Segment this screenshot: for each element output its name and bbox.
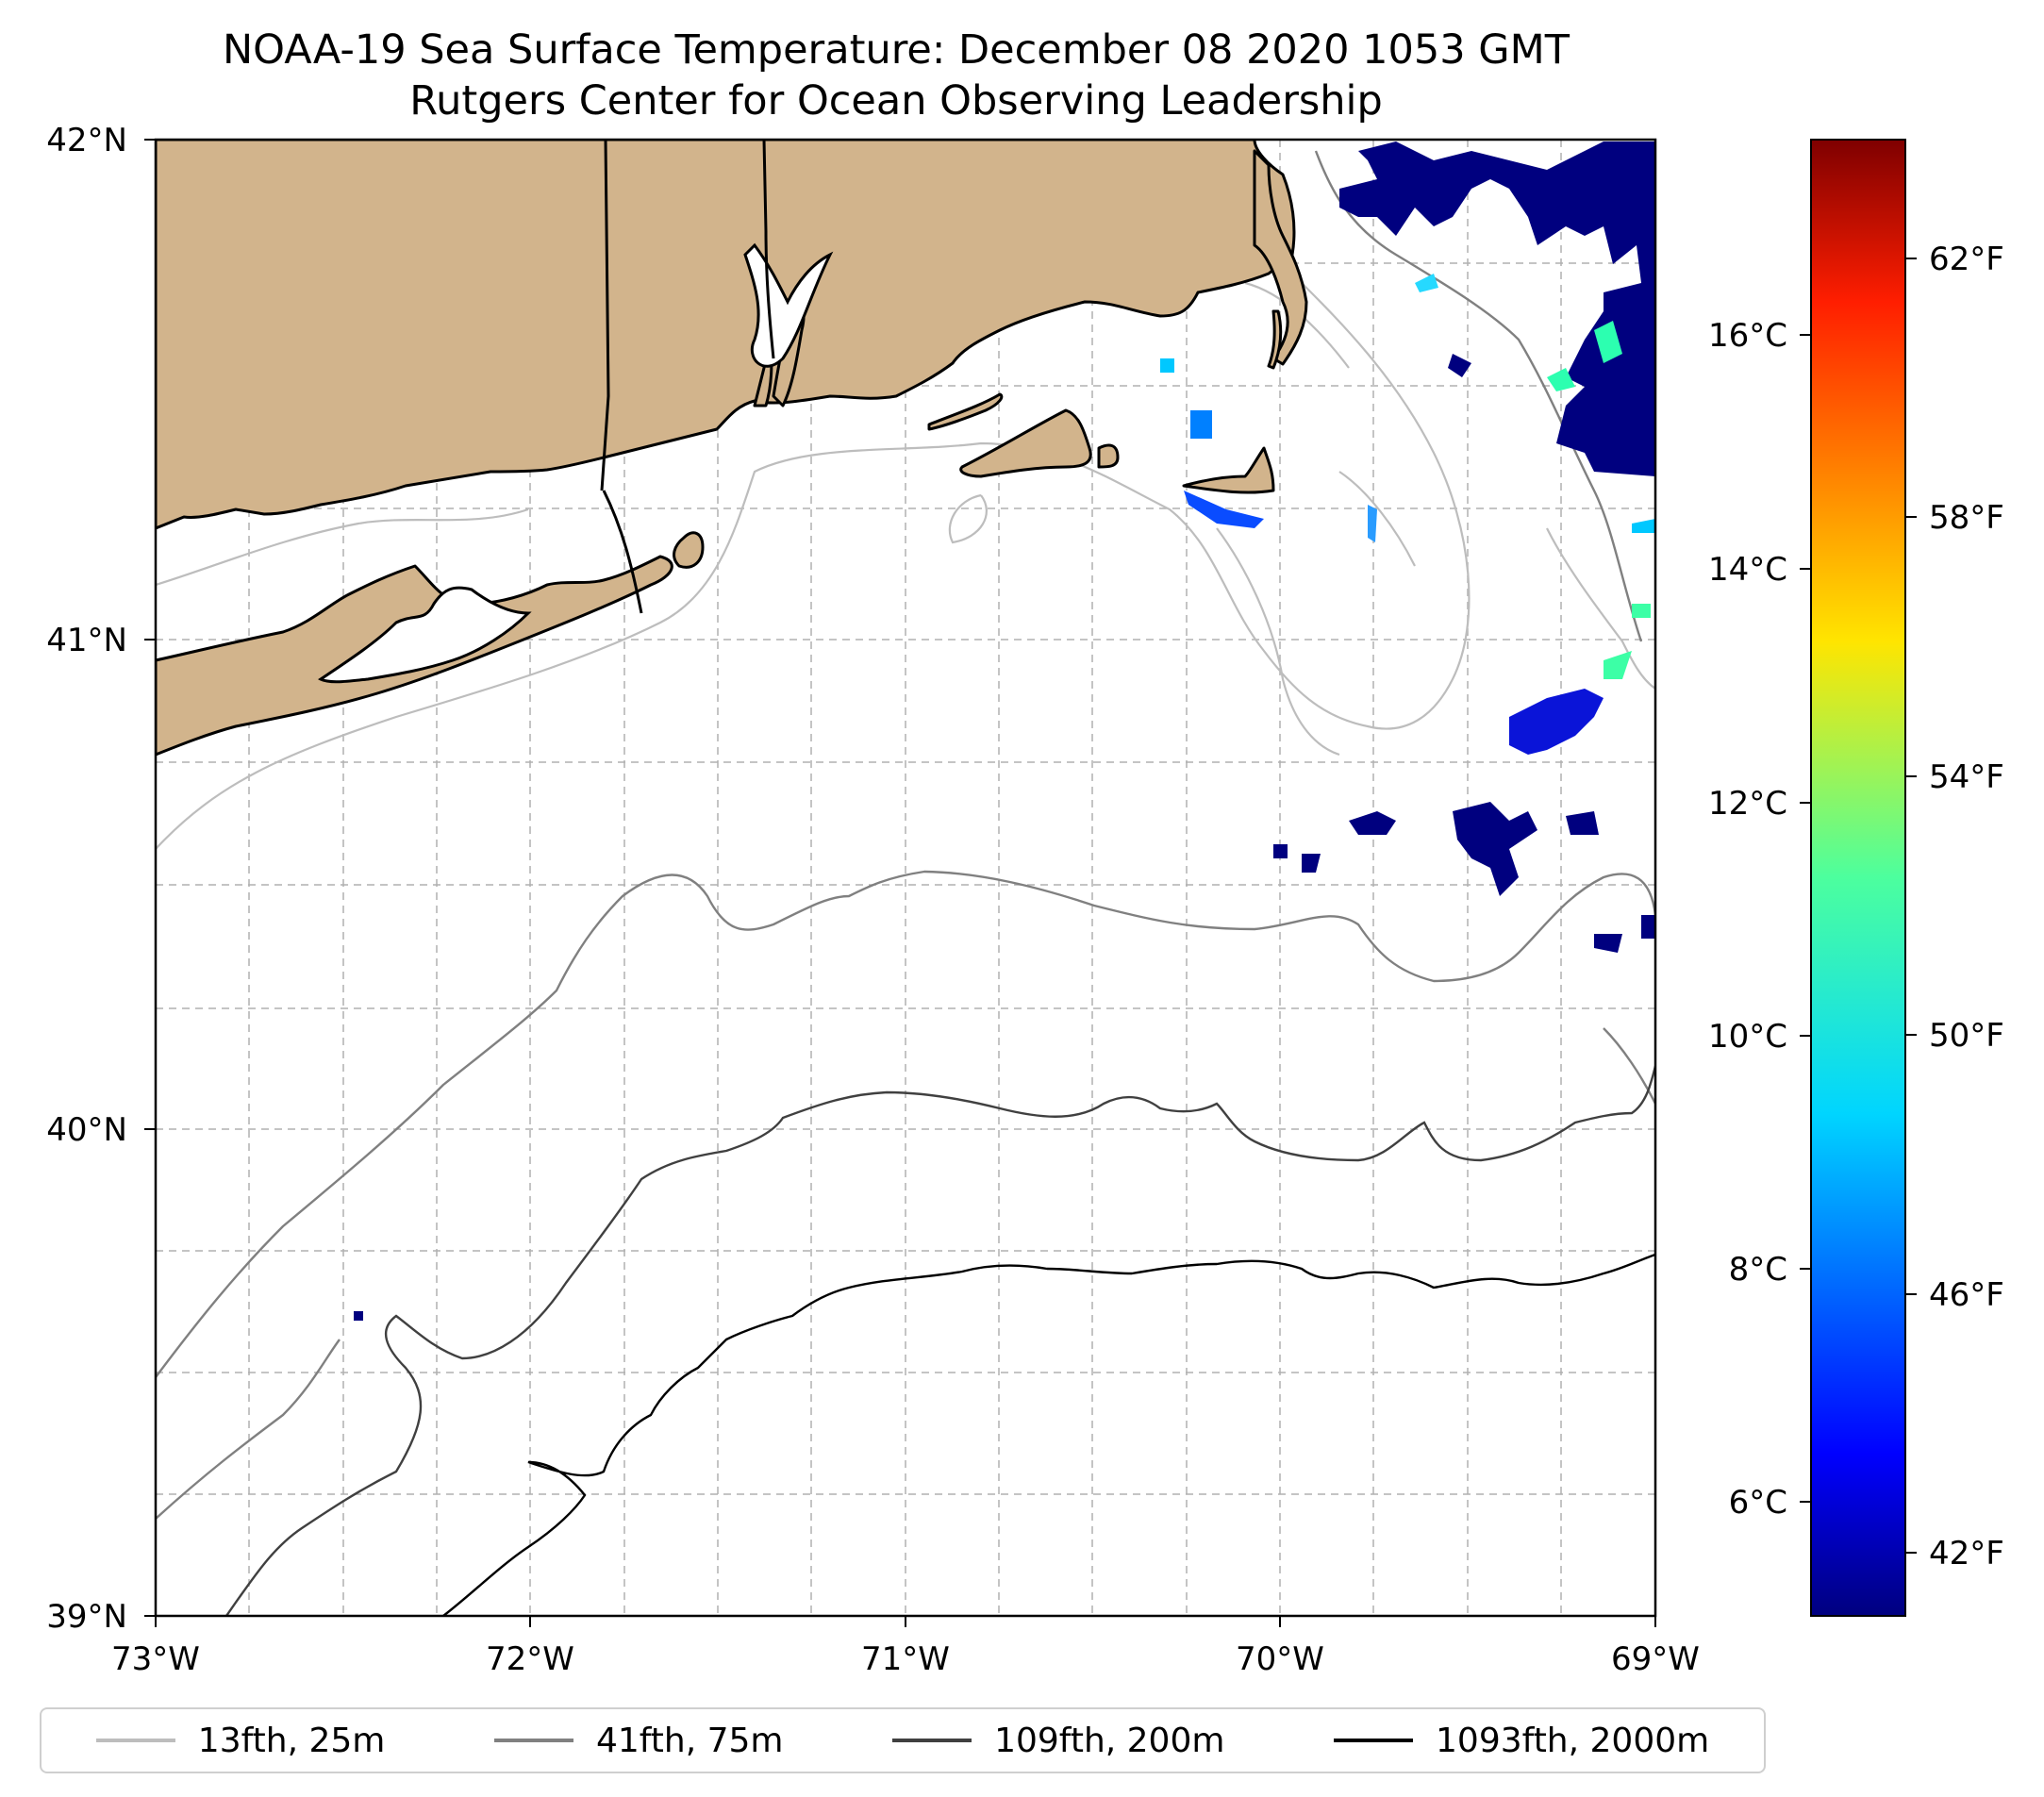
legend-line-icon [892,1739,972,1742]
lon-tick-labels: 73°W 72°W 71°W 70°W 69°W [111,1640,1700,1678]
lon-tick-label: 72°W [486,1640,574,1678]
lon-tick-label: 69°W [1611,1640,1700,1678]
celsius-tick-label: 8°C [1729,1251,1787,1289]
legend-item-2000m: 1093fth, 2000m [1334,1722,1709,1760]
legend-line-icon [493,1739,573,1742]
celsius-tick-label: 14°C [1708,551,1787,589]
legend-label: 1093fth, 2000m [1436,1721,1710,1760]
fahrenheit-tick-label: 50°F [1929,1017,2004,1055]
lat-tick-label: 41°N [46,622,127,659]
isobath-75m [156,150,1655,1520]
state-borders [600,140,775,614]
map-plot-area [154,138,1657,1618]
cape-cod [1253,149,1308,366]
fahrenheit-tick-label: 42°F [1929,1535,2004,1572]
title-line-2: Rutgers Center for Ocean Observing Leade… [409,77,1383,125]
block-island [673,531,705,569]
nantucket [1182,446,1275,494]
lat-tick-label: 40°N [46,1111,127,1149]
legend-label: 13fth, 25m [197,1721,386,1760]
elizabeth-islands [927,392,1004,431]
legend-line-icon [95,1739,175,1742]
isobath-200m [225,1065,1655,1616]
celsius-tick-label: 6°C [1729,1484,1787,1522]
legend-item-200m: 109fth, 200m [892,1722,1224,1760]
celsius-tick-label: 16°C [1708,317,1787,355]
lat-tick-label: 42°N [46,122,127,159]
axis-ticks [144,139,1656,1627]
lat-tick-labels: 42°N 41°N 40°N 39°N [46,122,127,1636]
legend-line-icon [1334,1739,1414,1742]
colorbar-gradient [1810,139,1906,1617]
lon-tick-label: 71°W [861,1640,950,1678]
legend-label: 41fth, 75m [595,1721,784,1760]
fahrenheit-tick-label: 46°F [1929,1276,2004,1314]
lon-tick-label: 73°W [111,1640,200,1678]
isobath-legend: 13fth, 25m 41fth, 75m 109fth, 200m 1093f… [40,1707,1766,1773]
gridlines [156,140,1655,1616]
legend-item-75m: 41fth, 75m [493,1721,784,1760]
sst-pixels [354,141,1655,1321]
map-title: NOAA-19 Sea Surface Temperature: Decembe… [0,25,1792,126]
lat-tick-label: 39°N [46,1598,127,1636]
fahrenheit-tick-label: 58°F [1929,499,2004,537]
legend-item-25m: 13fth, 25m [95,1721,386,1760]
colorbar: 16°C 14°C 12°C 10°C 8°C 6°C 62°F 58°F 54… [1708,139,2004,1617]
title-line-1: NOAA-19 Sea Surface Temperature: Decembe… [223,26,1570,74]
fahrenheit-tick-label: 54°F [1929,758,2004,796]
isobath-2000m [442,1253,1655,1616]
lon-tick-label: 70°W [1236,1640,1324,1678]
chappaquiddick [1097,443,1120,469]
marthas-vineyard [959,408,1092,478]
celsius-tick-label: 12°C [1708,785,1787,823]
fahrenheit-tick-label: 62°F [1929,241,2004,278]
monomoy [1267,309,1283,370]
legend-label: 109fth, 200m [994,1721,1225,1760]
mainland-new-england [156,140,1296,530]
celsius-tick-label: 10°C [1708,1018,1787,1056]
